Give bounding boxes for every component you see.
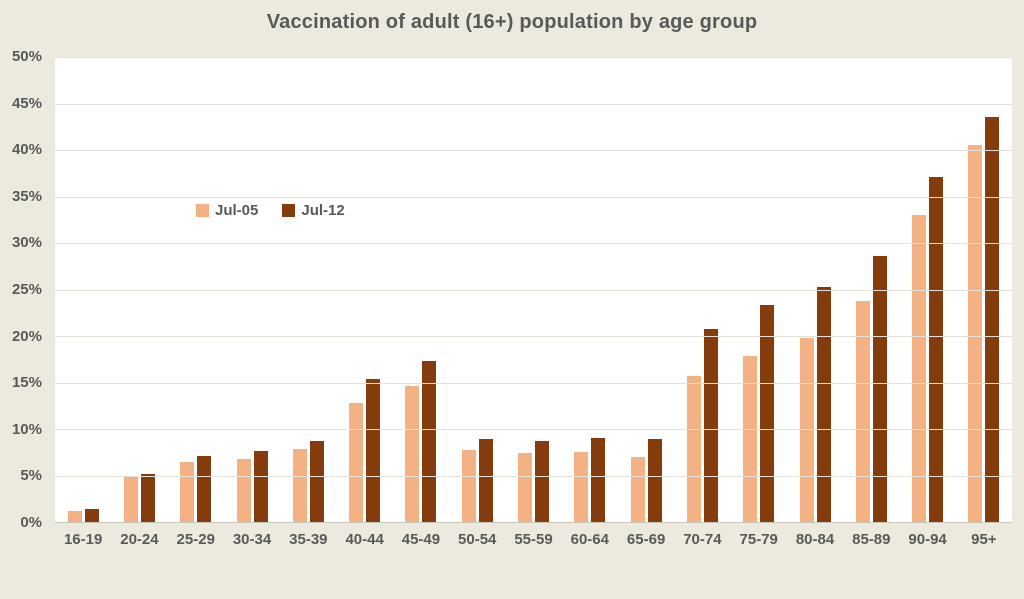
bar-jul-05-25-29 (180, 461, 195, 522)
bar-jul-12-35-39 (309, 441, 324, 522)
gridline (55, 57, 1012, 58)
x-tick-label: 80-84 (795, 531, 835, 548)
y-tick-label: 20% (11, 327, 42, 345)
bar-group-95+ (956, 57, 1012, 522)
bar-group-85-89 (843, 57, 899, 522)
x-tick-label: 50-54 (458, 531, 497, 548)
gridline (55, 196, 1012, 198)
bar-jul-05-60-64 (574, 452, 589, 522)
x-tick-label: 85-89 (852, 531, 891, 548)
bar-jul-05-85-89 (855, 300, 870, 522)
bar-jul-12-75-79 (760, 305, 775, 522)
x-tick-label: 90-94 (908, 531, 947, 548)
bar-jul-05-95+ (968, 145, 983, 522)
gridline (55, 103, 1012, 105)
gridline (55, 429, 1012, 430)
bar-jul-12-16-19 (84, 508, 99, 522)
gridline (55, 243, 1012, 244)
bar-jul-05-16-19 (67, 510, 82, 522)
x-tick-label: 60-64 (570, 531, 609, 548)
bar-group-20-24 (111, 57, 167, 522)
bar-jul-12-20-24 (140, 473, 155, 522)
bar-group-25-29 (168, 57, 224, 522)
bar-jul-05-65-69 (630, 456, 645, 522)
bar-jul-12-25-29 (197, 455, 212, 522)
bar-jul-05-75-79 (743, 355, 758, 522)
y-tick-label: 0% (20, 514, 42, 531)
bar-jul-12-60-64 (591, 438, 606, 522)
x-tick-label: 70-74 (683, 531, 722, 548)
bar-jul-12-65-69 (647, 439, 662, 522)
x-tick-label: 25-29 (176, 531, 215, 548)
legend-item-jul-12: Jul-12 (282, 202, 345, 219)
y-tick-label: 40% (11, 141, 42, 159)
bar-group-75-79 (731, 57, 787, 522)
bar-group-70-74 (674, 57, 730, 522)
bar-jul-05-30-34 (236, 458, 251, 522)
y-tick-label: 30% (11, 234, 42, 252)
y-tick-label: 15% (11, 374, 42, 392)
y-tick-label: 10% (11, 420, 42, 438)
bar-jul-12-70-74 (703, 328, 718, 522)
bar-group-55-59 (505, 57, 561, 522)
bar-group-35-39 (280, 57, 336, 522)
plot-area: Jul-05 Jul-12 (55, 57, 1012, 523)
bar-jul-05-90-94 (912, 215, 927, 522)
gridline (55, 475, 1012, 477)
y-tick-label: 50% (11, 48, 42, 65)
x-tick-label: 20-24 (120, 531, 159, 548)
gridline (55, 289, 1012, 291)
x-tick-label: 16-19 (63, 531, 103, 548)
bar-group-30-34 (224, 57, 280, 522)
x-tick-label: 40-44 (345, 531, 384, 548)
bar-group-90-94 (899, 57, 955, 522)
bar-group-45-49 (393, 57, 449, 522)
x-tick-label: 65-69 (626, 531, 666, 548)
bar-jul-12-90-94 (929, 176, 944, 522)
bar-jul-12-85-89 (872, 256, 887, 522)
legend-label-jul-05: Jul-05 (215, 202, 259, 219)
gridline (55, 336, 1012, 337)
bar-group-50-54 (449, 57, 505, 522)
bar-group-60-64 (562, 57, 618, 522)
x-tick-label: 45-49 (401, 531, 441, 548)
chart-title: Vaccination of adult (16+) population by… (266, 11, 758, 33)
bar-jul-12-80-84 (816, 286, 831, 522)
gridline (55, 150, 1012, 151)
x-tick-label: 35-39 (289, 531, 328, 548)
bar-jul-12-95+ (985, 116, 1000, 522)
bar-group-65-69 (618, 57, 674, 522)
x-tick-label: 95+ (971, 531, 997, 548)
bar-jul-05-70-74 (686, 376, 701, 522)
gridline (55, 382, 1012, 384)
bar-jul-12-40-44 (366, 378, 381, 522)
legend-swatch-jul-12 (282, 204, 296, 217)
bar-jul-05-50-54 (461, 450, 476, 522)
bar-jul-12-50-54 (478, 439, 493, 522)
bar-jul-12-55-59 (535, 441, 550, 522)
legend: Jul-05 Jul-12 (196, 202, 345, 219)
legend-item-jul-05: Jul-05 (196, 202, 258, 219)
bar-slots (55, 57, 1012, 522)
bar-jul-05-55-59 (518, 453, 533, 522)
bar-jul-12-30-34 (253, 451, 268, 522)
y-axis: 0% 5% 10% 15% 20% 25% 30% 35% 40% 45% 50% (0, 48, 55, 531)
x-tick-label: 55-59 (514, 531, 553, 548)
bar-group-40-44 (336, 57, 392, 522)
y-tick-label: 45% (11, 94, 42, 112)
x-axis: 16-19 20-24 25-29 30-34 35-39 40-44 45-49 50-54… (55, 531, 1012, 548)
bar-jul-12-45-49 (422, 361, 437, 522)
y-tick-label: 25% (11, 281, 42, 298)
bar-jul-05-40-44 (349, 402, 364, 522)
bar-group-16-19 (55, 57, 111, 522)
x-tick-label: 30-34 (232, 531, 272, 548)
bar-jul-05-35-39 (292, 449, 307, 522)
x-tick-label: 75-79 (739, 531, 778, 548)
bar-jul-05-45-49 (405, 386, 420, 522)
legend-label-jul-12: Jul-12 (301, 202, 345, 219)
legend-swatch-jul-05 (196, 204, 209, 217)
bar-jul-05-20-24 (123, 477, 138, 522)
y-tick-label: 35% (11, 187, 42, 205)
y-tick-label: 5% (20, 467, 42, 485)
